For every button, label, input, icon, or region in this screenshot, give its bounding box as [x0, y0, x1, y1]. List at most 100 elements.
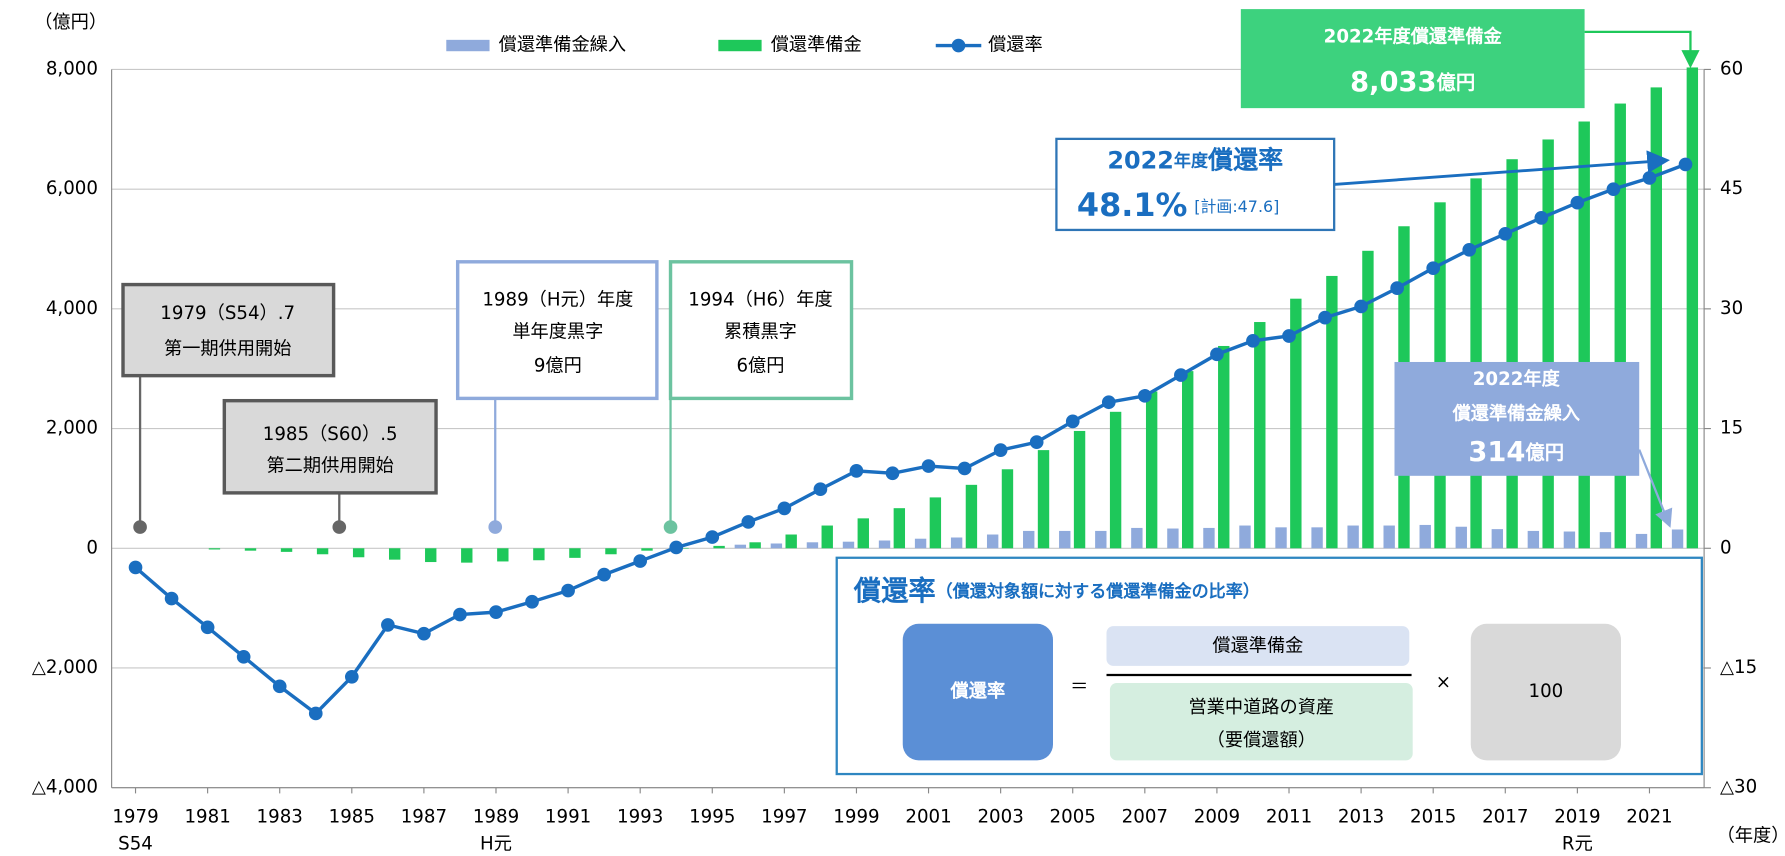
line-point — [705, 530, 720, 544]
callout-value: 314億円 — [1468, 437, 1564, 468]
x-tick-label: 2003 — [977, 806, 1023, 827]
bar — [857, 518, 869, 549]
x-tick-label: 2017 — [1482, 806, 1528, 827]
x-tick-label: 2019 — [1554, 806, 1600, 827]
annotation-text: 1979（S54）.7 — [160, 303, 295, 324]
callout-box — [1394, 361, 1640, 476]
bar — [785, 534, 797, 549]
y2-tick-label: 30 — [1720, 298, 1743, 319]
line-point — [561, 583, 575, 598]
x-unit: （年度） — [1717, 826, 1785, 847]
annotation-text: 1985（S60）.5 — [263, 424, 398, 445]
x-tick-sublabel: H元 — [480, 834, 512, 855]
plot-area: △4,000 △2,000 0 2,000 4,000 6,000 8,000 △30 △15 0… — [32, 35, 1757, 855]
line-point — [633, 554, 648, 568]
bar — [1290, 298, 1302, 549]
annotation-box — [455, 260, 659, 401]
event-dot — [133, 520, 147, 534]
legend-label: 償還率 — [988, 35, 1043, 56]
formula-times: × — [1436, 672, 1451, 693]
bar — [605, 548, 617, 555]
bar — [1491, 529, 1504, 549]
line-point — [1282, 329, 1296, 343]
bar — [713, 545, 725, 549]
callout-arrow — [1638, 449, 1673, 528]
callout-number: 8,033 — [1350, 67, 1436, 98]
callout-box — [1240, 9, 1585, 109]
line-point — [1174, 368, 1188, 382]
line-point — [1101, 395, 1116, 410]
line-point — [1318, 310, 1332, 325]
y2-tick-label: 15 — [1720, 418, 1743, 439]
bar — [1182, 371, 1194, 549]
x-tick-label: 2007 — [1122, 806, 1168, 827]
x-tick-label: 2009 — [1194, 806, 1240, 827]
line-point — [1678, 157, 1693, 172]
line-point — [957, 461, 972, 476]
x-tick-label: 1985 — [329, 806, 375, 827]
bar — [1037, 450, 1050, 549]
numerator: 償還準備金 — [1212, 636, 1303, 657]
line-point — [1426, 261, 1441, 275]
legend-label: 償還準備金 — [771, 35, 862, 56]
bar — [1131, 527, 1143, 549]
bar — [1527, 530, 1540, 549]
bar — [569, 548, 581, 558]
line-point — [1029, 435, 1044, 449]
bar — [821, 525, 833, 549]
bar — [1671, 529, 1684, 549]
event-dot — [663, 520, 678, 534]
bar — [1275, 527, 1287, 549]
formula-lhs-box — [902, 623, 1053, 761]
bar — [461, 548, 473, 563]
callout-label: 償還率 — [1207, 146, 1283, 175]
bar — [1542, 139, 1554, 549]
denominator-box — [1109, 682, 1413, 761]
line-point — [921, 459, 936, 473]
callout-year: 2022年度 — [1473, 368, 1561, 390]
x-tick-label: 1993 — [617, 806, 663, 827]
bar — [1347, 525, 1359, 549]
denominator: 営業中道路の資産 — [1188, 697, 1334, 718]
bar — [1073, 430, 1086, 549]
bar — [1254, 322, 1266, 549]
legend-swatch — [951, 38, 966, 53]
annotation-text: 9億円 — [534, 356, 582, 377]
bar — [1059, 530, 1071, 549]
y2-tick-label: △30 — [1720, 777, 1757, 798]
legend-swatch — [446, 39, 490, 52]
line-point — [777, 501, 792, 516]
callout-nendo: 年度 — [1174, 151, 1209, 172]
callout-plan: [計画:47.6] — [1194, 197, 1279, 216]
y-tick-label: 8,000 — [46, 58, 98, 79]
line-point — [1390, 281, 1404, 295]
y2-tick-label: △15 — [1720, 657, 1757, 678]
annotation-text: 1994（H6）年度 — [688, 290, 832, 311]
bar — [1203, 527, 1215, 549]
bar — [316, 548, 329, 555]
line-point — [128, 560, 143, 575]
bar — [1599, 532, 1612, 549]
line-point — [849, 464, 864, 478]
line-point — [1462, 242, 1477, 257]
line-point — [1534, 211, 1549, 225]
annotation-text: 第一期供用開始 — [164, 338, 291, 359]
line-point — [993, 443, 1008, 457]
annotation-text: 1989（H元）年度 — [482, 290, 633, 311]
y-tick-label: 2,000 — [46, 418, 98, 439]
formula-heading: 償還率（償還対象額に対する償還準備金の比率） — [853, 574, 1260, 606]
x-tick-label: 1987 — [401, 806, 447, 827]
x-tick-label: 2011 — [1266, 806, 1312, 827]
callout-box — [1055, 137, 1336, 232]
line-point — [453, 607, 467, 622]
x-tick-label: 1997 — [761, 806, 807, 827]
y-tick-label: 4,000 — [46, 298, 98, 319]
bar — [770, 543, 783, 549]
x-tick-label: 1981 — [184, 806, 230, 827]
bar — [1239, 525, 1251, 549]
line-point — [200, 620, 215, 635]
callout-value: 8,033億円 — [1350, 67, 1475, 98]
bar — [1218, 345, 1230, 549]
bar — [950, 537, 963, 549]
x-tick-label: 1989 — [473, 806, 519, 827]
